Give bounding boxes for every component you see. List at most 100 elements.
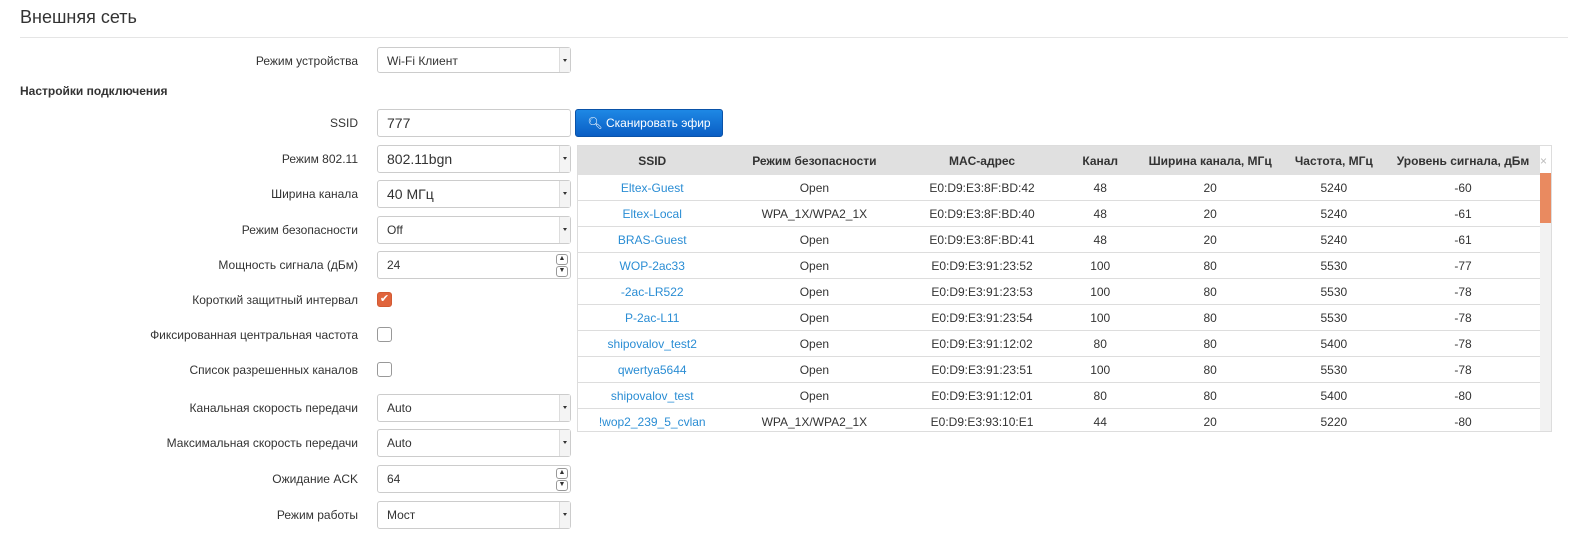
table-cell: 48 — [1061, 175, 1139, 201]
power-label: Мощность сигнала (дБм) — [218, 258, 358, 272]
ssid-link[interactable]: -2ac-LR522 — [578, 278, 727, 305]
ssid-link[interactable]: qwertya5644 — [578, 356, 727, 383]
ssid-link[interactable]: !wop2_239_5_cvlan — [578, 408, 727, 431]
max-rate-select[interactable]: Auto — [377, 429, 571, 457]
fixed-freq-label: Фиксированная центральная частота — [150, 328, 358, 342]
table-cell: 20 — [1138, 175, 1282, 201]
scrollbar-thumb[interactable] — [1540, 173, 1551, 223]
table-cell: 5240 — [1281, 226, 1387, 253]
power-input[interactable]: 24 ▲ ▼ — [377, 251, 571, 279]
work-mode-select[interactable]: Мост — [377, 501, 571, 529]
fixed-freq-checkbox[interactable] — [377, 327, 392, 342]
table-cell: 100 — [1061, 356, 1139, 383]
table-row[interactable]: !wop2_239_5_cvlan WPA_1X/WPA2_1X E0:D9:E3:… — [578, 408, 1540, 431]
table-cell: -80 — [1386, 408, 1540, 431]
down-arrow-icon[interactable]: ▼ — [556, 266, 568, 277]
table-cell: 5400 — [1281, 330, 1387, 357]
ssid-input[interactable]: 777 — [377, 109, 571, 137]
short-gi-checkbox[interactable]: ✔ — [377, 292, 392, 307]
scan-button[interactable]: 🔍︎ Сканировать эфир — [575, 109, 723, 137]
table-cell: 80 — [1138, 356, 1282, 383]
ssid-link[interactable]: Eltex-Local — [578, 200, 727, 227]
table-cell: Open — [726, 382, 903, 409]
table-row[interactable]: -2ac-LR522 Open E0:D9:E3:91:23:53 100 80 5530… — [578, 278, 1540, 305]
table-cell: E0:D9:E3:91:23:53 — [902, 278, 1062, 305]
table-cell: E0:D9:E3:91:23:52 — [902, 252, 1062, 279]
column-header[interactable]: MAC-адрес — [902, 146, 1062, 175]
chevron-down-icon — [559, 217, 570, 243]
power-spinner[interactable]: ▲ ▼ — [556, 254, 568, 278]
table-row[interactable]: WOP-2ac33 Open E0:D9:E3:91:23:52 100 80 5530-… — [578, 252, 1540, 279]
column-header[interactable]: Частота, МГц — [1281, 146, 1387, 175]
table-cell: Open — [726, 278, 903, 305]
table-row[interactable]: Eltex-Guest Open E0:D9:E3:8F:BD:42 48 20 5240… — [578, 175, 1540, 201]
table-cell: WPA_1X/WPA2_1X — [726, 408, 903, 431]
channel-rate-select[interactable]: Auto — [377, 394, 571, 422]
chevron-down-icon — [559, 430, 570, 456]
table-cell: 80 — [1061, 330, 1139, 357]
column-header[interactable]: Уровень сигнала, дБм — [1386, 146, 1540, 175]
table-cell: E0:D9:E3:91:23:51 — [902, 356, 1062, 383]
channel-rate-value: Auto — [387, 401, 412, 415]
table-cell: E0:D9:E3:91:12:02 — [902, 330, 1062, 357]
table-cell: Open — [726, 252, 903, 279]
table-row[interactable]: P-2ac-L11 Open E0:D9:E3:91:23:54 100 80 5530-… — [578, 304, 1540, 331]
channel-width-value: 40 МГц — [387, 186, 434, 202]
ssid-link[interactable]: BRAS-Guest — [578, 226, 727, 253]
ssid-link[interactable]: shipovalov_test2 — [578, 330, 727, 357]
ack-spinner[interactable]: ▲ ▼ — [556, 468, 568, 492]
channel-width-label: Ширина канала — [271, 187, 358, 201]
table-cell: 80 — [1061, 382, 1139, 409]
table-cell: 5530 — [1281, 252, 1387, 279]
table-cell: 5530 — [1281, 278, 1387, 305]
table-cell: 100 — [1061, 252, 1139, 279]
up-arrow-icon[interactable]: ▲ — [556, 254, 568, 265]
max-rate-label: Максимальная скорость передачи — [166, 436, 358, 450]
table-cell: 48 — [1061, 200, 1139, 227]
table-row[interactable]: Eltex-Local WPA_1X/WPA2_1X E0:D9:E3:8F:BD:… — [578, 200, 1540, 227]
table-cell: -80 — [1386, 382, 1540, 409]
checkmark-icon: ✔ — [379, 293, 390, 305]
table-cell: 5240 — [1281, 175, 1387, 201]
down-arrow-icon[interactable]: ▼ — [556, 480, 568, 491]
mode80211-label: Режим 802.11 — [281, 152, 358, 166]
work-mode-value: Мост — [387, 508, 416, 522]
ssid-label: SSID — [329, 116, 358, 130]
close-icon[interactable]: × — [1539, 154, 1547, 168]
table-cell: 100 — [1061, 278, 1139, 305]
device-mode-select[interactable]: Wi-Fi Клиент — [377, 47, 571, 73]
ssid-link[interactable]: P-2ac-L11 — [578, 304, 727, 331]
table-cell: E0:D9:E3:8F:BD:42 — [902, 175, 1062, 201]
table-row[interactable]: shipovalov_test2 Open E0:D9:E3:91:12:02 80 8… — [578, 330, 1540, 357]
ssid-link[interactable]: Eltex-Guest — [578, 175, 727, 201]
ssid-link[interactable]: WOP-2ac33 — [578, 252, 727, 279]
table-cell: 5220 — [1281, 408, 1387, 431]
table-cell: Open — [726, 175, 903, 201]
column-header[interactable]: Канал — [1061, 146, 1139, 175]
power-value: 24 — [387, 258, 401, 272]
table-cell: 5530 — [1281, 356, 1387, 383]
table-row[interactable]: shipovalov_test Open E0:D9:E3:91:12:01 80 80… — [578, 382, 1540, 409]
table-cell: E0:D9:E3:93:10:E1 — [902, 408, 1062, 431]
mode80211-select[interactable]: 802.11bgn — [377, 145, 571, 173]
ack-input[interactable]: 64 ▲ ▼ — [377, 465, 571, 493]
column-header[interactable]: Режим безопасности — [726, 146, 903, 175]
table-cell: -77 — [1386, 252, 1540, 279]
channel-width-select[interactable]: 40 МГц — [377, 180, 571, 208]
column-header[interactable]: Ширина канала, МГц — [1138, 146, 1282, 175]
table-row[interactable]: BRAS-Guest Open E0:D9:E3:8F:BD:41 48 20 5240-… — [578, 226, 1540, 253]
table-row[interactable]: qwertya5644 Open E0:D9:E3:91:23:51 100 80 553… — [578, 356, 1540, 383]
mode80211-value: 802.11bgn — [387, 151, 453, 167]
column-header[interactable]: SSID — [578, 146, 727, 175]
ssid-link[interactable]: shipovalov_test — [578, 382, 727, 409]
allowed-channels-label: Список разрешенных каналов — [189, 363, 358, 377]
channel-rate-label: Канальная скорость передачи — [189, 401, 358, 415]
table-cell: 44 — [1061, 408, 1139, 431]
table-cell: E0:D9:E3:91:23:54 — [902, 304, 1062, 331]
table-cell: 80 — [1138, 252, 1282, 279]
up-arrow-icon[interactable]: ▲ — [556, 468, 568, 479]
table-cell: E0:D9:E3:8F:BD:41 — [902, 226, 1062, 253]
scrollbar[interactable] — [1540, 173, 1551, 431]
allowed-channels-checkbox[interactable] — [377, 362, 392, 377]
security-select[interactable]: Off — [377, 216, 571, 244]
